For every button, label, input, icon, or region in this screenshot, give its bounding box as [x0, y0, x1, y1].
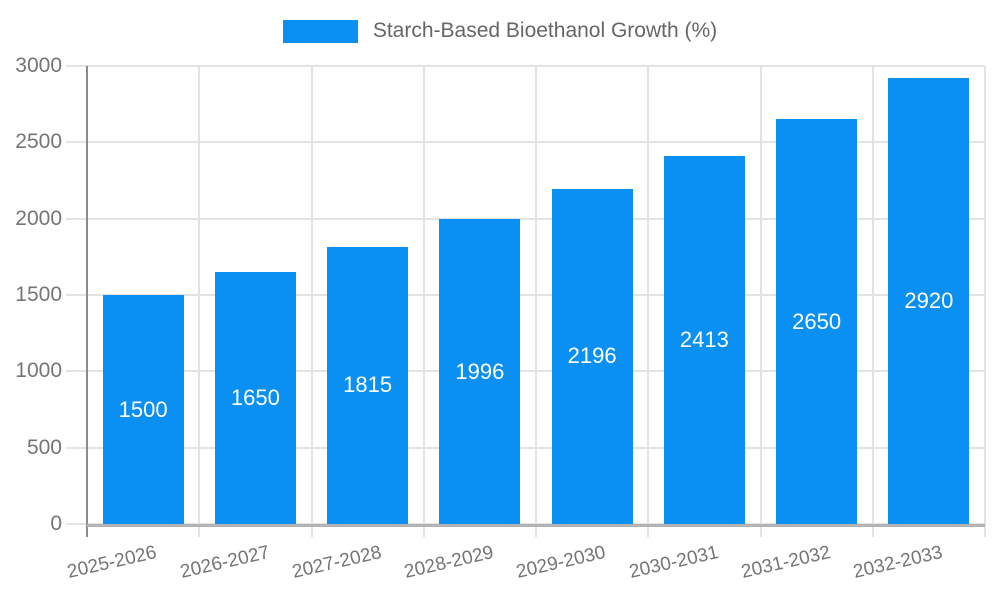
bar[interactable] — [888, 78, 970, 524]
x-tick-label: 2028-2029 — [402, 542, 496, 583]
gridline-vertical — [422, 66, 425, 537]
bar-value-label: 1500 — [118, 396, 168, 422]
legend-label: Starch-Based Bioethanol Growth (%) — [372, 19, 718, 42]
gridline-horizontal — [66, 217, 985, 220]
x-tick-label: 2026-2027 — [177, 542, 272, 583]
y-axis-line — [86, 66, 88, 537]
y-tick-label: 3000 — [15, 54, 62, 77]
bar-value-label: 2920 — [904, 288, 954, 314]
gridline-horizontal — [66, 446, 985, 449]
y-tick-label: 0 — [50, 512, 62, 535]
x-tick-label: 2029-2030 — [514, 542, 608, 583]
legend-item[interactable]: Starch-Based Bioethanol Growth (%) — [282, 19, 718, 43]
gridline-vertical — [647, 66, 650, 537]
x-tick-label: 2030-2031 — [626, 542, 721, 583]
bar-value-label: 1996 — [455, 358, 505, 384]
y-tick-label: 1500 — [15, 283, 62, 306]
bar[interactable] — [551, 188, 633, 524]
bar-value-label: 1650 — [230, 385, 280, 411]
bar[interactable] — [327, 246, 409, 524]
bar-value-label: 1815 — [343, 372, 393, 398]
bar[interactable] — [102, 295, 184, 524]
gridline-vertical — [310, 66, 313, 537]
gridline-horizontal — [66, 65, 985, 67]
x-tick-label: 2025-2026 — [65, 542, 159, 583]
gridline-horizontal — [66, 294, 985, 296]
bar-value-label: 2650 — [792, 308, 842, 334]
gridline-vertical — [535, 66, 537, 537]
bar[interactable] — [214, 272, 296, 524]
chart-legend: Starch-Based Bioethanol Growth (%) — [0, 19, 1000, 43]
gridline-vertical — [198, 66, 201, 537]
bar[interactable] — [663, 155, 745, 524]
x-tick-label: 2027-2028 — [290, 542, 384, 583]
gridline-vertical — [871, 66, 874, 537]
x-axis-line — [87, 524, 985, 527]
gridline-vertical — [984, 66, 986, 537]
gridline-horizontal — [66, 370, 985, 373]
gridline-vertical — [759, 66, 762, 537]
bar[interactable] — [439, 219, 521, 524]
gridline-horizontal — [66, 141, 985, 144]
y-tick-label: 2000 — [15, 206, 62, 230]
y-tick-label: 1000 — [15, 359, 62, 383]
y-tick-label: 500 — [26, 435, 62, 459]
bar-value-label: 2413 — [679, 326, 729, 352]
bar-value-label: 2196 — [567, 343, 617, 369]
bar[interactable] — [776, 119, 858, 524]
legend-swatch-icon — [282, 19, 358, 43]
x-tick-label: 2031-2032 — [739, 542, 833, 583]
y-tick-label: 2500 — [15, 130, 62, 154]
x-tick-label: 2032-2033 — [851, 542, 945, 583]
